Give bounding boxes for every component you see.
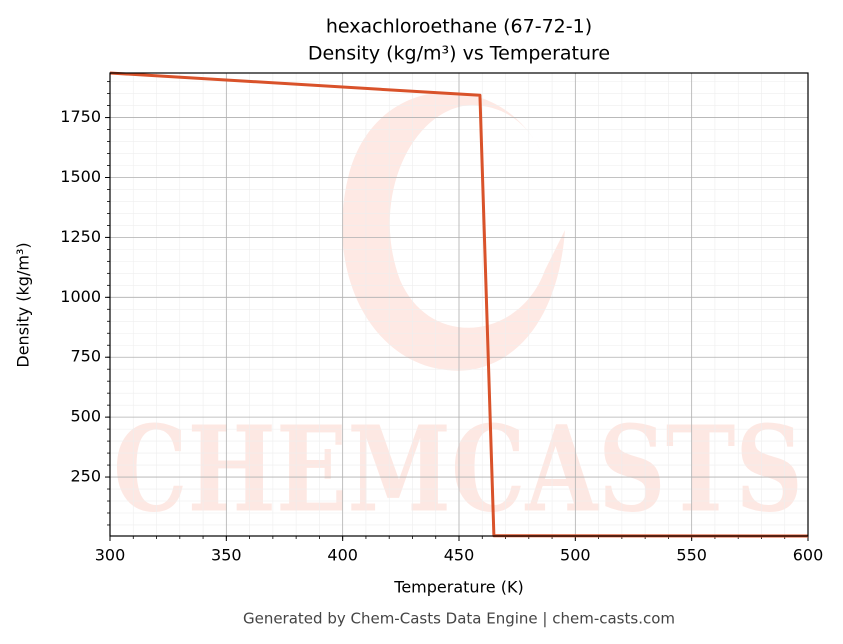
watermark-logo <box>342 92 565 371</box>
x-axis-label: Temperature (K) <box>393 578 523 597</box>
y-axis-label: Density (kg/m³) <box>14 242 33 367</box>
y-tick-label: 750 <box>70 347 101 366</box>
y-tick-label: 1750 <box>60 107 101 126</box>
x-tick-label: 300 <box>95 546 126 565</box>
x-tick-label: 350 <box>211 546 242 565</box>
chart-title: hexachloroethane (67-72-1) <box>326 16 592 38</box>
x-tick-label: 550 <box>676 546 707 565</box>
y-tick-label: 500 <box>70 407 101 426</box>
footer: Generated by Chem-Casts Data Engine | ch… <box>243 610 675 628</box>
x-tick-label: 450 <box>444 546 475 565</box>
x-tick-label: 600 <box>793 546 824 565</box>
y-tick-label: 1250 <box>60 227 101 246</box>
watermark-text: CHEMCASTS <box>113 400 803 539</box>
watermark: CHEMCASTS <box>113 92 803 539</box>
y-tick-label: 1000 <box>60 287 101 306</box>
y-tick-label: 1500 <box>60 167 101 186</box>
chart-subtitle: Density (kg/m³) vs Temperature <box>308 43 610 65</box>
x-tick-label: 400 <box>327 546 358 565</box>
x-tick-label: 500 <box>560 546 591 565</box>
y-tick-label: 250 <box>70 467 101 486</box>
plot-frame <box>109 72 809 537</box>
